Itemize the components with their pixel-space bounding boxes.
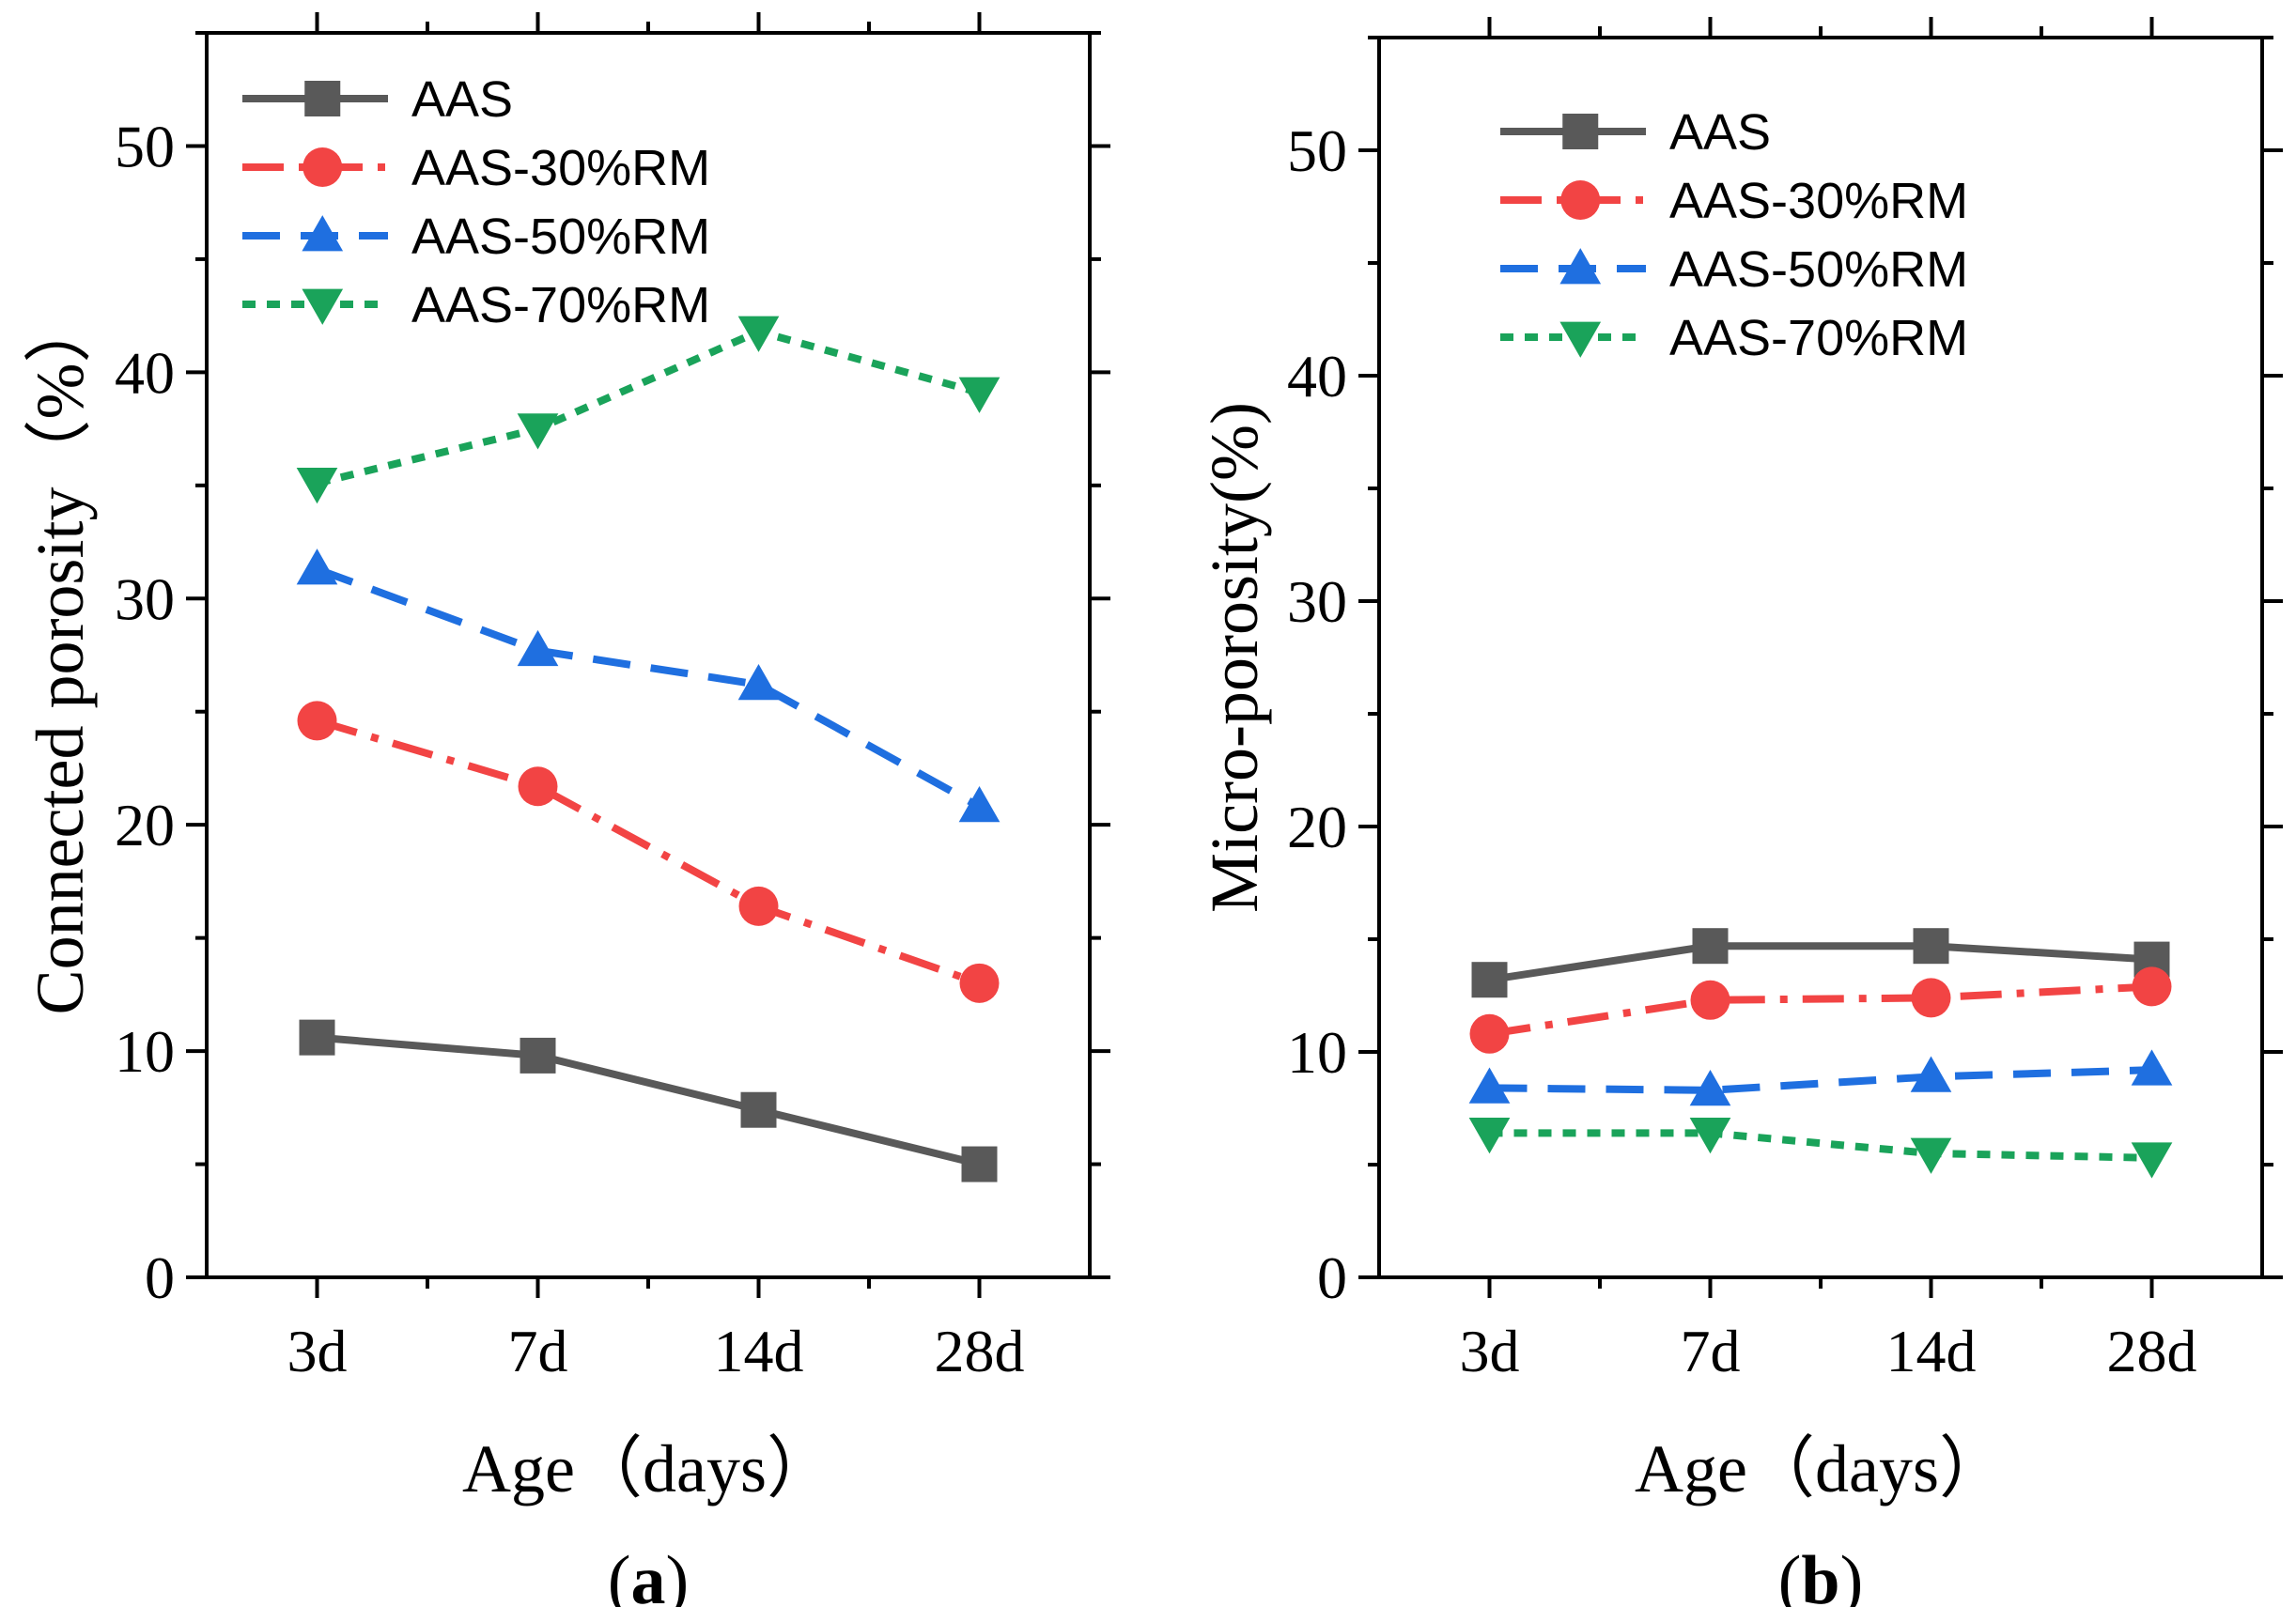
x-tick-label: 7d	[1681, 1318, 1741, 1384]
data-point	[1689, 1069, 1731, 1106]
legend-label: AAS-50%RM	[1669, 241, 1968, 298]
series-line	[316, 565, 982, 811]
legend-marker	[303, 147, 343, 187]
y-tick-label: 0	[1317, 1244, 1347, 1311]
data-point	[1690, 980, 1730, 1020]
data-point	[958, 786, 1001, 823]
series-AAS-30%RM	[297, 701, 1000, 1003]
x-tick-label: 3d	[287, 1318, 348, 1384]
y-tick-label: 30	[115, 565, 175, 632]
series-line	[1489, 1129, 2152, 1162]
legend-label: AAS-70%RM	[1669, 310, 1968, 366]
data-point	[1468, 1118, 1511, 1154]
series-line	[316, 717, 981, 987]
legend-marker	[304, 81, 341, 116]
data-point	[1692, 928, 1729, 965]
data-point	[299, 1019, 335, 1056]
panel-label-open: (	[1778, 1542, 1802, 1607]
series-AAS-50%RM	[296, 549, 1001, 823]
series-line	[1488, 982, 2152, 1038]
data-point	[959, 963, 1000, 1003]
series-line	[316, 328, 981, 487]
data-point	[1913, 928, 1949, 965]
y-tick-label: 50	[115, 113, 175, 179]
x-tick-label: 28d	[2107, 1318, 2197, 1384]
y-tick-label: 40	[115, 339, 175, 406]
y-tick-label: 40	[1287, 343, 1347, 409]
panel-label: (b)	[1778, 1542, 1863, 1607]
data-point	[737, 663, 780, 701]
x-tick-label: 3d	[1460, 1318, 1520, 1384]
data-point	[1910, 1056, 1952, 1092]
legend-label: AAS-50%RM	[411, 209, 710, 265]
x-tick-label: 14d	[1886, 1318, 1977, 1384]
series-AAS-50%RM	[1468, 1049, 2173, 1106]
data-point	[518, 766, 558, 807]
y-tick-label: 20	[115, 792, 175, 858]
legend-marker	[1559, 321, 1602, 358]
y-tick-label: 0	[145, 1244, 175, 1311]
panel-label-close: )	[666, 1542, 690, 1607]
x-tick-label: 14d	[714, 1318, 804, 1384]
series-line	[317, 1033, 981, 1168]
series-AAS-30%RM	[1469, 966, 2172, 1054]
x-axis-title: Age（days）	[1635, 1431, 2007, 1507]
data-point	[2132, 966, 2172, 1007]
legend-marker	[1559, 248, 1602, 285]
data-point	[740, 1091, 777, 1128]
data-point	[517, 413, 559, 450]
y-tick-label: 30	[1287, 568, 1347, 635]
x-tick-label: 7d	[508, 1318, 568, 1384]
x-axis-title: Age（days）	[462, 1431, 834, 1507]
y-tick-label: 20	[1287, 794, 1347, 860]
series-AAS	[1471, 928, 2170, 998]
legend-label: AAS	[1669, 104, 1771, 161]
data-point	[1468, 1067, 1511, 1104]
legend-label: AAS	[411, 71, 513, 128]
y-axis-title: Micro-porosity(%)	[1197, 402, 1272, 913]
data-point	[520, 1037, 556, 1074]
x-tick-label: 28d	[935, 1318, 1025, 1384]
data-point	[296, 468, 338, 504]
series-line	[1489, 1066, 2152, 1094]
legend-marker	[1560, 180, 1601, 220]
y-tick-label: 10	[115, 1018, 175, 1085]
y-tick-label: 50	[1287, 117, 1347, 184]
data-point	[738, 886, 779, 926]
data-point	[961, 1146, 998, 1182]
data-point	[2131, 1049, 2173, 1086]
panel-label-open: (	[608, 1542, 631, 1607]
legend-marker	[302, 215, 344, 252]
data-point	[1469, 1013, 1510, 1054]
data-point	[737, 316, 780, 352]
panel-a: 0 10 20 30 40 50 3d 7d 14d 28d Age（days） Connected …	[23, 12, 1110, 1607]
legend-marker	[302, 288, 344, 325]
series-AAS-70%RM	[296, 316, 1001, 504]
data-point	[1471, 962, 1508, 998]
series-AAS	[299, 1019, 998, 1182]
data-point	[2131, 1142, 2173, 1179]
data-point	[517, 629, 559, 667]
panel-letter: a	[631, 1542, 666, 1607]
panel-letter: b	[1801, 1542, 1839, 1607]
panel-b: 0 10 20 30 40 50 3d 7d 14d 28d Age（days） Micro-poro…	[1197, 17, 2283, 1607]
data-point	[297, 701, 337, 741]
legend-marker	[1562, 114, 1599, 149]
data-point	[1689, 1118, 1731, 1154]
y-axis-title: Connected porosity（%）	[23, 296, 98, 1015]
data-point	[958, 377, 1001, 413]
legend-label: AAS-70%RM	[411, 277, 710, 333]
series-line	[1488, 942, 2152, 984]
data-point	[296, 549, 338, 585]
legend-label: AAS-30%RM	[411, 140, 710, 196]
panel-label-close: )	[1840, 1542, 1864, 1607]
data-point	[1911, 978, 1951, 1018]
series-AAS-70%RM	[1468, 1118, 2173, 1179]
legend-label: AAS-30%RM	[1669, 173, 1968, 229]
data-point	[1910, 1137, 1952, 1174]
panel-label: (a)	[608, 1542, 689, 1607]
y-tick-label: 10	[1287, 1019, 1347, 1086]
